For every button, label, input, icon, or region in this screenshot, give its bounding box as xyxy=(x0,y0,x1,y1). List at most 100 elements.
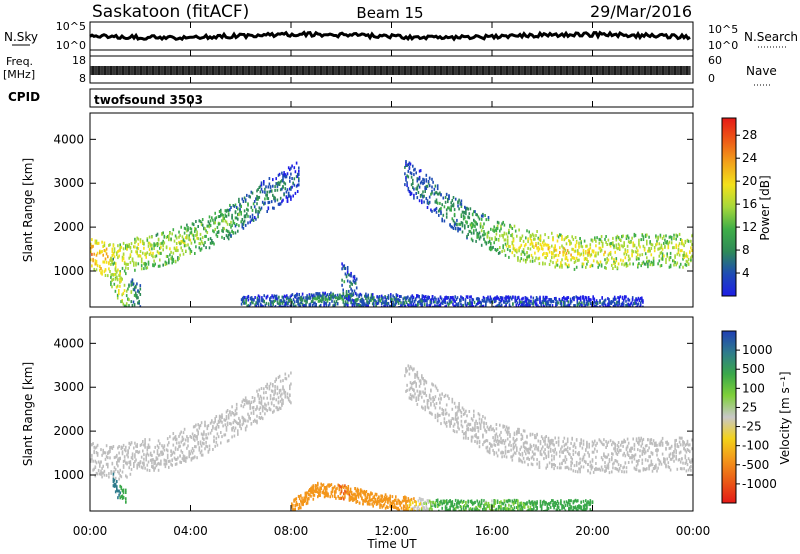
power-cell xyxy=(459,201,462,205)
ground-scatter-cell xyxy=(119,456,121,460)
power-cell xyxy=(544,242,546,246)
ground-scatter-cell xyxy=(155,464,158,468)
ground-scatter-cell xyxy=(108,475,110,479)
power-cell xyxy=(438,213,440,217)
power-cell xyxy=(544,300,547,304)
power-cell xyxy=(298,179,300,183)
power-cell xyxy=(511,251,514,255)
power-cell xyxy=(627,236,630,240)
power-cell xyxy=(341,278,343,282)
power-cell xyxy=(652,256,655,260)
power-cell xyxy=(666,254,668,258)
power-cell xyxy=(270,296,272,300)
power-cell xyxy=(119,248,121,252)
power-cell xyxy=(554,254,556,258)
ground-scatter-cell xyxy=(488,428,491,432)
ground-scatter-cell xyxy=(131,454,134,457)
power-cell xyxy=(263,182,265,186)
power-cell xyxy=(352,293,355,297)
power-cell xyxy=(256,296,259,300)
power-cell xyxy=(300,296,303,300)
power-cell xyxy=(341,297,343,301)
power-cell xyxy=(469,295,471,299)
ground-scatter-cell xyxy=(517,430,519,434)
power-cell xyxy=(156,232,159,236)
power-cell xyxy=(426,304,428,307)
power-cell xyxy=(667,242,670,246)
power-cell xyxy=(685,259,688,263)
ground-scatter-cell xyxy=(451,407,454,411)
power-cell xyxy=(637,265,639,269)
power-cell xyxy=(139,240,142,244)
ground-scatter-cell xyxy=(519,447,521,451)
power-cell xyxy=(322,296,324,299)
power-cell xyxy=(499,300,502,304)
power-cell xyxy=(368,299,371,303)
power-cell xyxy=(278,172,281,176)
power-cell xyxy=(594,254,596,258)
power-cell xyxy=(659,233,662,237)
power-cell xyxy=(631,296,634,300)
power-cell xyxy=(424,190,426,193)
power-cell xyxy=(111,273,114,276)
power-cell xyxy=(195,245,197,249)
power-cell xyxy=(117,250,119,254)
power-cell xyxy=(559,302,562,305)
ground-scatter-cell xyxy=(495,432,498,436)
power-cell xyxy=(610,301,613,305)
power-cell xyxy=(283,193,285,197)
power-cell xyxy=(523,304,525,307)
power-cell xyxy=(376,295,378,299)
power-cell xyxy=(100,267,102,270)
ground-scatter-cell xyxy=(436,388,439,392)
ground-scatter-cell xyxy=(474,424,476,428)
power-cell xyxy=(546,243,549,247)
power-cell xyxy=(561,237,563,241)
power-cell xyxy=(512,237,515,241)
power-cell xyxy=(335,300,338,303)
power-cell xyxy=(410,172,413,176)
power-cell xyxy=(448,197,450,201)
power-cell xyxy=(322,298,324,302)
power-cell xyxy=(512,247,515,251)
power-cell xyxy=(483,222,485,226)
power-cell xyxy=(476,222,478,226)
ground-scatter-cell xyxy=(482,415,484,418)
ground-scatter-cell xyxy=(456,430,458,434)
ground-scatter-cell xyxy=(466,427,468,431)
power-cell xyxy=(424,186,426,189)
power-cell xyxy=(418,177,421,181)
power-cell xyxy=(220,213,222,217)
power-cell xyxy=(199,248,202,252)
power-cell xyxy=(601,243,604,247)
ground-scatter-cell xyxy=(485,446,488,450)
power-cell xyxy=(421,303,424,307)
power-cell xyxy=(535,244,537,248)
ground-scatter-cell xyxy=(227,416,230,420)
power-cell xyxy=(661,252,664,256)
ground-scatter-cell xyxy=(244,396,247,400)
ground-scatter-cell xyxy=(457,416,459,420)
ground-scatter-cell xyxy=(266,386,268,390)
ground-scatter-cell xyxy=(265,385,267,388)
power-cell xyxy=(292,298,295,302)
ground-scatter-cell xyxy=(256,421,258,425)
power-cell xyxy=(428,176,431,180)
power-cell xyxy=(194,252,196,255)
power-cell xyxy=(196,233,198,237)
power-cell xyxy=(218,215,221,218)
power-cell xyxy=(683,244,685,248)
ground-scatter-cell xyxy=(191,456,194,460)
power-cell xyxy=(125,305,128,307)
ground-scatter-cell xyxy=(90,458,92,462)
power-cell xyxy=(676,252,679,256)
power-cell xyxy=(240,302,243,306)
power-cell xyxy=(471,225,474,229)
ground-scatter-cell xyxy=(130,456,133,460)
power-cell xyxy=(298,173,300,176)
ground-scatter-cell xyxy=(476,440,478,444)
power-cell xyxy=(412,164,414,168)
power-cell xyxy=(226,222,229,226)
power-cell xyxy=(203,226,205,230)
power-cell xyxy=(548,246,551,249)
